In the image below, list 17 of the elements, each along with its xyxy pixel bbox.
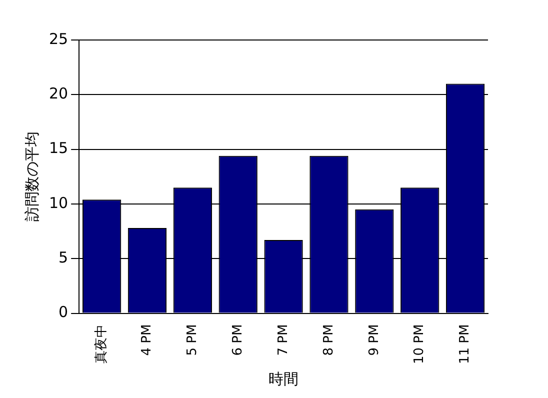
y-tick-label: 0 bbox=[58, 303, 68, 322]
y-tick-label: 10 bbox=[48, 194, 68, 212]
x-tick-label: 11 PM bbox=[458, 324, 473, 364]
x-tick-label: 9 PM bbox=[366, 324, 382, 356]
y-tick-label: 5 bbox=[58, 248, 68, 267]
y-tick-label: 25 bbox=[48, 30, 68, 48]
y-tick-label: 20 bbox=[48, 84, 68, 103]
x-tick-label: 4 PM bbox=[140, 324, 155, 356]
x-tick-label: 7 PM bbox=[276, 324, 291, 356]
x-tick-label: 8 PM bbox=[321, 324, 336, 356]
x-tick-label: 5 PM bbox=[185, 324, 200, 356]
x-axis-title: 時間 bbox=[268, 370, 299, 388]
x-tick-label: 6 PM bbox=[230, 324, 246, 356]
y-tick-label: 15 bbox=[48, 139, 68, 158]
y-axis-title: 訪問数の平均 bbox=[22, 132, 41, 222]
x-tick-label: 真夜中 bbox=[93, 324, 110, 364]
x-tick-label: 10 PM bbox=[412, 324, 428, 364]
